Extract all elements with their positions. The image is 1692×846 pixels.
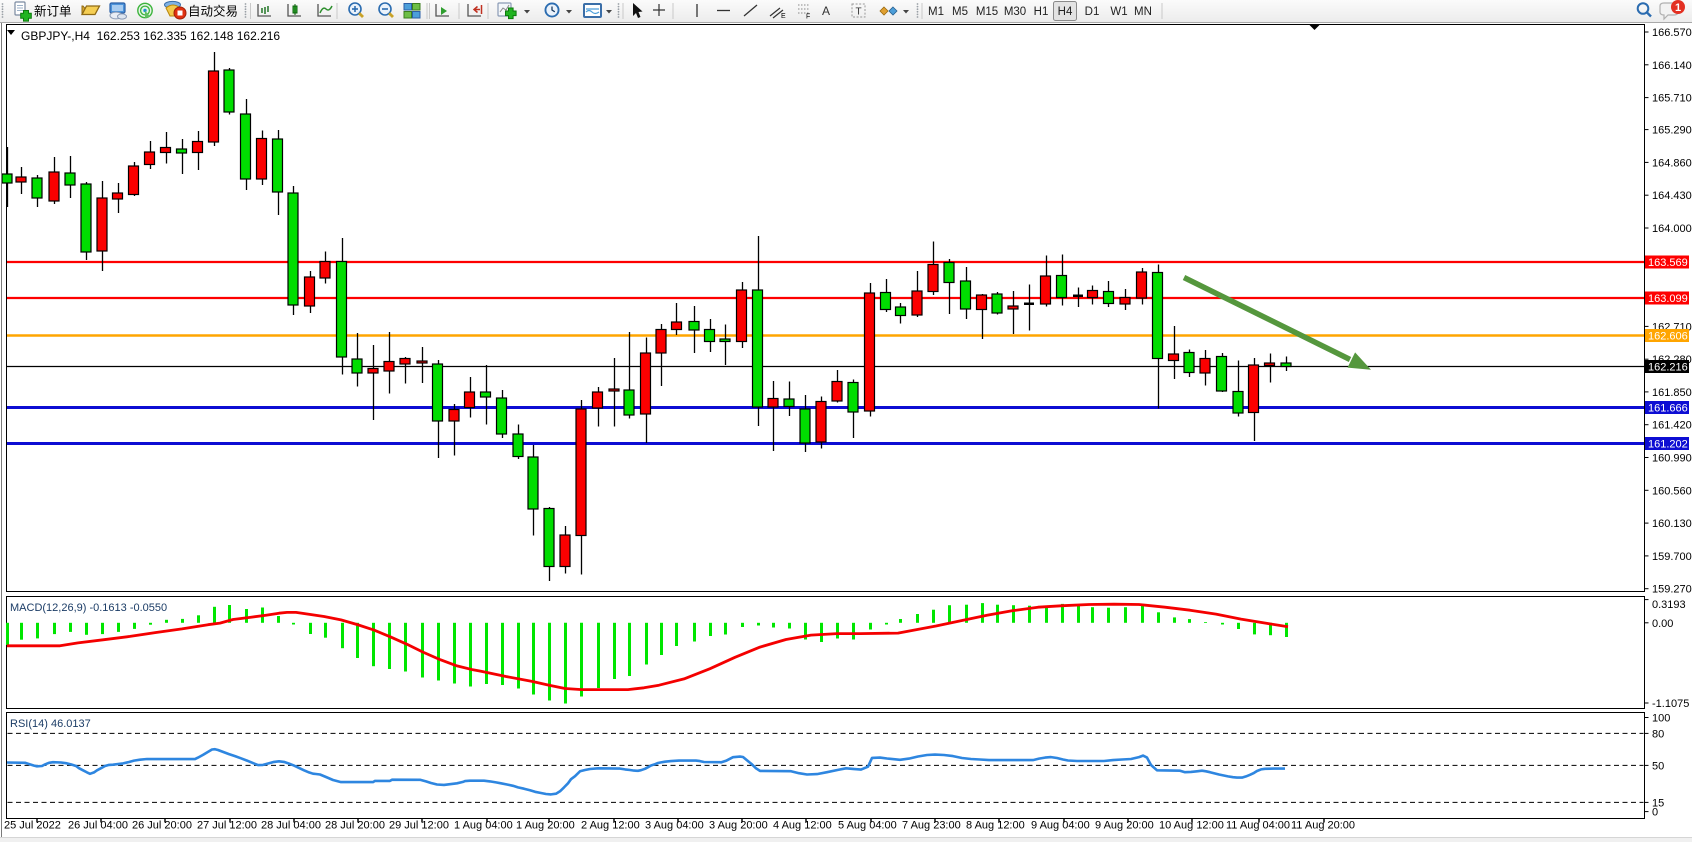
svg-text:0: 0 <box>1652 807 1658 819</box>
svg-text:11 Aug 20:00: 11 Aug 20:00 <box>1291 820 1355 832</box>
svg-text:3 Aug 04:00: 3 Aug 04:00 <box>645 820 704 832</box>
svg-text:100: 100 <box>1652 713 1670 725</box>
svg-text:GBPJPY-,H4 162.253 162.335 16: GBPJPY-,H4 162.253 162.335 162.148 162.2… <box>21 29 280 43</box>
svg-text:H1: H1 <box>1034 6 1049 18</box>
svg-text:161.420: 161.420 <box>1652 420 1692 432</box>
svg-text:D1: D1 <box>1085 6 1100 18</box>
svg-text:0.00: 0.00 <box>1652 618 1673 630</box>
svg-text:5 Aug 04:00: 5 Aug 04:00 <box>838 820 897 832</box>
svg-text:162.216: 162.216 <box>1648 362 1688 374</box>
svg-text:28 Jul 20:00: 28 Jul 20:00 <box>325 820 385 832</box>
svg-text:161.202: 161.202 <box>1648 439 1688 451</box>
svg-text:1 Aug 20:00: 1 Aug 20:00 <box>516 820 575 832</box>
svg-text:11 Aug 04:00: 11 Aug 04:00 <box>1226 820 1290 832</box>
svg-text:166.570: 166.570 <box>1652 27 1692 39</box>
svg-text:9 Aug 20:00: 9 Aug 20:00 <box>1095 820 1154 832</box>
svg-text:160.130: 160.130 <box>1652 518 1692 530</box>
svg-text:29 Jul 12:00: 29 Jul 12:00 <box>389 820 449 832</box>
svg-text:164.860: 164.860 <box>1652 157 1692 169</box>
svg-text:RSI(14) 46.0137: RSI(14) 46.0137 <box>10 718 91 730</box>
svg-text:25 Jul 2022: 25 Jul 2022 <box>4 820 61 832</box>
svg-text:10 Aug 12:00: 10 Aug 12:00 <box>1159 820 1224 832</box>
svg-text:164.430: 164.430 <box>1652 190 1692 202</box>
svg-text:T: T <box>856 7 862 18</box>
svg-text:165.290: 165.290 <box>1652 125 1692 137</box>
svg-text:160.560: 160.560 <box>1652 485 1692 497</box>
svg-text:1 Aug 04:00: 1 Aug 04:00 <box>454 820 513 832</box>
svg-text:165.710: 165.710 <box>1652 93 1692 105</box>
svg-text:80: 80 <box>1652 728 1664 740</box>
svg-text:9 Aug 04:00: 9 Aug 04:00 <box>1031 820 1090 832</box>
svg-text:161.666: 161.666 <box>1648 403 1688 415</box>
svg-text:159.700: 159.700 <box>1652 551 1692 563</box>
svg-text:E: E <box>781 13 786 20</box>
svg-text:161.850: 161.850 <box>1652 387 1692 399</box>
svg-text:50: 50 <box>1652 760 1664 772</box>
svg-text:27 Jul 12:00: 27 Jul 12:00 <box>197 820 257 832</box>
svg-text:4 Aug 12:00: 4 Aug 12:00 <box>773 820 832 832</box>
svg-text:M15: M15 <box>976 6 998 18</box>
svg-text:164.000: 164.000 <box>1652 223 1692 235</box>
svg-text:M5: M5 <box>952 6 968 18</box>
svg-text:160.990: 160.990 <box>1652 453 1692 465</box>
svg-text:163.099: 163.099 <box>1648 293 1688 305</box>
svg-text:162.606: 162.606 <box>1648 331 1688 343</box>
svg-text:0.3193: 0.3193 <box>1652 599 1686 611</box>
svg-text:新订单: 新订单 <box>34 4 72 19</box>
svg-text:MN: MN <box>1134 6 1152 18</box>
svg-text:26 Jul 04:00: 26 Jul 04:00 <box>68 820 128 832</box>
svg-text:自动交易: 自动交易 <box>188 4 238 19</box>
svg-text:MACD(12,26,9) -0.1613 -0.0550: MACD(12,26,9) -0.1613 -0.0550 <box>10 602 167 614</box>
svg-text:7 Aug 23:00: 7 Aug 23:00 <box>902 820 961 832</box>
svg-text:15: 15 <box>1652 797 1664 809</box>
svg-text:163.569: 163.569 <box>1648 257 1688 269</box>
svg-text:159.270: 159.270 <box>1652 584 1692 596</box>
svg-text:26 Jul 20:00: 26 Jul 20:00 <box>132 820 192 832</box>
svg-text:A: A <box>822 4 830 18</box>
svg-text:3 Aug 20:00: 3 Aug 20:00 <box>709 820 768 832</box>
svg-text:-1.1075: -1.1075 <box>1652 698 1689 710</box>
svg-text:H4: H4 <box>1058 6 1073 18</box>
svg-text:M1: M1 <box>928 6 944 18</box>
svg-text:28 Jul 04:00: 28 Jul 04:00 <box>261 820 321 832</box>
svg-text:2 Aug 12:00: 2 Aug 12:00 <box>581 820 640 832</box>
svg-text:8 Aug 12:00: 8 Aug 12:00 <box>966 820 1025 832</box>
svg-text:F: F <box>806 14 810 21</box>
svg-text:M30: M30 <box>1004 6 1026 18</box>
svg-text:1: 1 <box>1675 2 1681 14</box>
svg-text:W1: W1 <box>1110 6 1127 18</box>
svg-text:166.140: 166.140 <box>1652 60 1692 72</box>
